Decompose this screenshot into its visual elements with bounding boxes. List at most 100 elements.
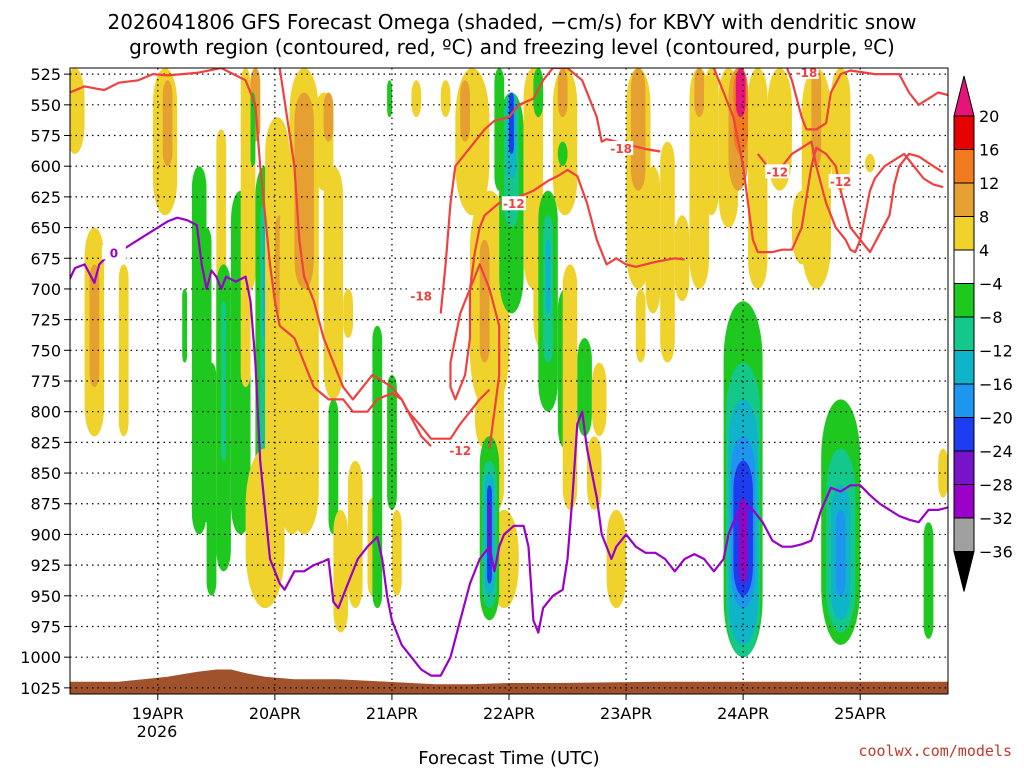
colorbar: 20 16 12 8 4 −4 −8 −12 −16 −20 −24 −28 −32 −36 bbox=[953, 75, 1013, 592]
y-tick-label-1025: 1025 bbox=[20, 679, 61, 698]
omega-shade-yellow-91 bbox=[830, 68, 851, 191]
omega-shade-gold-2 bbox=[89, 264, 100, 388]
omega-shade-teal-12 bbox=[221, 301, 227, 461]
omega-shade-yellow-92 bbox=[865, 153, 875, 173]
colorbar-swatch-3 bbox=[953, 216, 975, 251]
colorbar-label-11: −28 bbox=[979, 476, 1013, 495]
colorbar-swatch-5 bbox=[953, 283, 975, 318]
y-tick-label-950: 950 bbox=[30, 587, 61, 606]
omega-shade-yellow-15 bbox=[245, 129, 256, 289]
colorbar-label-0: 20 bbox=[979, 107, 999, 126]
colorbar-swatch-12 bbox=[953, 517, 975, 552]
snow-growth-contour-label-0: -18 bbox=[410, 289, 432, 303]
omega-shade-yellow-75 bbox=[635, 288, 646, 363]
omega-shade-green-35 bbox=[372, 325, 383, 609]
omega-shade-yellow-32 bbox=[343, 288, 353, 338]
snow-growth-contour-4 bbox=[712, 68, 944, 254]
freezing-level-contour-0 bbox=[70, 216, 948, 677]
y-tick-label-850: 850 bbox=[30, 464, 61, 483]
omega-shade-violet-53 bbox=[488, 503, 491, 553]
omega-shade-magenta-85 bbox=[735, 68, 746, 118]
omega-shade-yellow-89 bbox=[801, 68, 831, 289]
colorbar-label-1: 16 bbox=[979, 141, 999, 160]
snow-growth-label-bg-5 bbox=[828, 174, 853, 189]
omega-shade-green-9 bbox=[206, 362, 217, 596]
y-tick-label-575: 575 bbox=[30, 127, 61, 146]
colorbar-label-13: −36 bbox=[979, 543, 1013, 562]
x-tick-label-4: 23APR bbox=[600, 704, 652, 723]
omega-shade-green-37 bbox=[387, 80, 392, 118]
omega-shade-yellow-68 bbox=[562, 264, 578, 510]
y-tick-label-625: 625 bbox=[30, 188, 61, 207]
y-tick-label-775: 775 bbox=[30, 372, 61, 391]
omega-shade-yellow-0 bbox=[70, 68, 85, 154]
colorbar-swatch-1 bbox=[953, 149, 975, 184]
colorbar-swatch-8 bbox=[953, 383, 975, 418]
omega-shade-yellow-29 bbox=[323, 166, 344, 400]
snow-growth-label-bg-3 bbox=[609, 141, 634, 156]
colorbar-label-9: −20 bbox=[979, 409, 1013, 428]
y-tick-label-900: 900 bbox=[30, 525, 61, 544]
colorbar-label-8: −16 bbox=[979, 375, 1013, 394]
omega-shade-green-6 bbox=[182, 288, 188, 363]
credit-text: coolwx.com/models bbox=[858, 742, 1012, 760]
y-tick-label-550: 550 bbox=[30, 96, 61, 115]
omega-shade-yellow-77 bbox=[660, 141, 675, 363]
omega-shade-yellow-72 bbox=[606, 509, 627, 609]
y-tick-label-725: 725 bbox=[30, 311, 61, 330]
snow-growth-contour-label-6: -18 bbox=[796, 66, 818, 80]
omega-shade-gold-4 bbox=[162, 80, 173, 167]
colorbar-label-5: −4 bbox=[979, 275, 1003, 294]
y-tick-label-750: 750 bbox=[30, 341, 61, 360]
colorbar-label-7: −12 bbox=[979, 342, 1013, 361]
omega-shade-green-105 bbox=[923, 522, 934, 639]
omega-shade-yellow-81 bbox=[704, 68, 719, 216]
omega-shade-gold-90 bbox=[811, 68, 822, 167]
colorbar-swatch-0 bbox=[953, 115, 975, 150]
omega-shade-yellow-93 bbox=[938, 448, 948, 498]
omega-shade-green-66 bbox=[557, 141, 568, 167]
omega-shade-yellow-39 bbox=[411, 80, 422, 118]
omega-shade-yellow-76 bbox=[645, 166, 661, 314]
y-tick-label-825: 825 bbox=[30, 433, 61, 452]
colorbar-label-2: 12 bbox=[979, 174, 999, 193]
omega-shade-yellow-86 bbox=[748, 68, 768, 289]
omega-shade-yellow-31 bbox=[333, 509, 348, 633]
colorbar-label-3: 8 bbox=[979, 208, 989, 227]
omega-shade-gold-42 bbox=[460, 80, 470, 142]
colorbar-label-12: −32 bbox=[979, 509, 1013, 528]
y-tick-label-800: 800 bbox=[30, 403, 61, 422]
omega-shade-violet-100 bbox=[740, 509, 746, 572]
colorbar-swatch-11 bbox=[953, 484, 975, 519]
snow-growth-label-bg-2 bbox=[501, 196, 526, 211]
omega-shading-layer bbox=[70, 68, 948, 658]
omega-shade-green-17 bbox=[250, 92, 256, 167]
omega-shade-yellow-70 bbox=[587, 436, 602, 510]
colorbar-swatch-10 bbox=[953, 450, 975, 485]
omega-shade-gold-65 bbox=[557, 68, 568, 118]
chart-title-line2: growth region (contoured, red, ºC) and f… bbox=[129, 35, 895, 59]
x-tick-label-1: 20APR bbox=[249, 704, 301, 723]
x-tick-label-5: 24APR bbox=[717, 704, 769, 723]
snow-growth-label-bg-0 bbox=[409, 288, 434, 303]
snow-growth-contour-3 bbox=[439, 68, 661, 314]
x-axis-label: Forecast Time (UTC) bbox=[418, 748, 599, 768]
omega-shade-yellow-38 bbox=[391, 509, 402, 596]
omega-shade-darkblue-57 bbox=[509, 92, 514, 154]
snow-growth-contour-6 bbox=[785, 68, 948, 131]
snow-growth-label-bg-1 bbox=[448, 442, 473, 457]
snow-growth-contour-5 bbox=[756, 140, 944, 254]
snow-growth-label-bg-4 bbox=[765, 164, 790, 179]
y-tick-label-525: 525 bbox=[30, 65, 61, 84]
omega-shade-yellow-40 bbox=[440, 80, 451, 118]
y-tick-label-975: 975 bbox=[30, 617, 61, 636]
snow-growth-contour-2 bbox=[449, 168, 685, 449]
terrain-fill bbox=[70, 669, 948, 694]
omega-shade-yellow-23 bbox=[245, 448, 285, 609]
y-tick-label-875: 875 bbox=[30, 495, 61, 514]
colorbar-swatch-6 bbox=[953, 316, 975, 351]
chart-title-line1: 2026041806 GFS Forecast Omega (shaded, −… bbox=[108, 10, 917, 34]
x-tick-label-6: 25APR bbox=[834, 704, 886, 723]
omega-shade-gold-74 bbox=[630, 68, 646, 191]
